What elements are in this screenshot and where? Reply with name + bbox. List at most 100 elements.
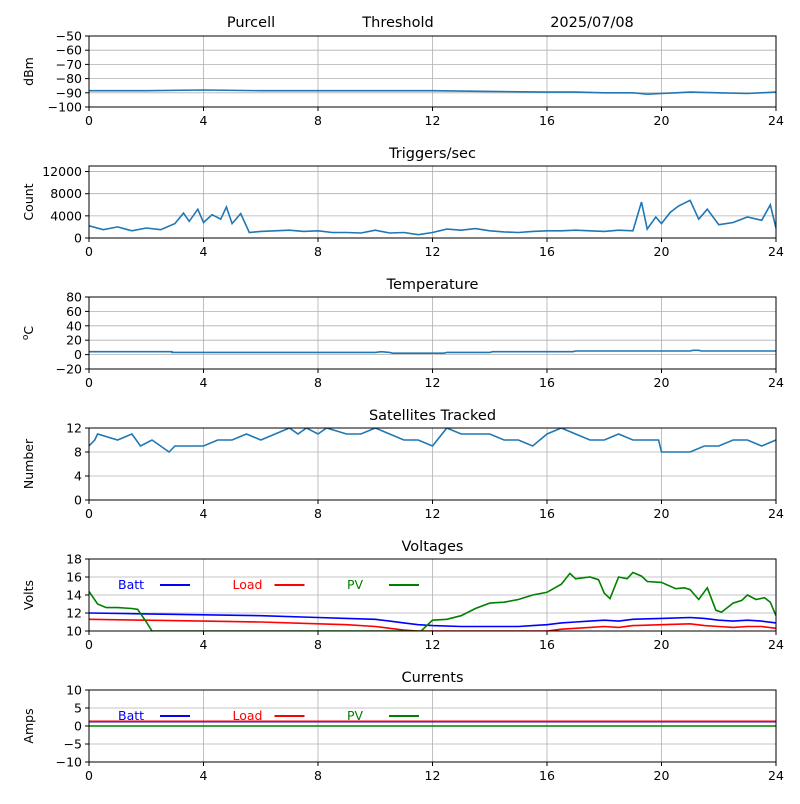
x-tick-label: 16	[539, 113, 555, 128]
x-tick-label: 0	[85, 375, 93, 390]
x-tick-label: 24	[768, 637, 784, 652]
y-tick-label: 0	[74, 719, 82, 734]
x-tick-label: 12	[425, 375, 441, 390]
header-date: 2025/07/08	[550, 15, 634, 31]
x-tick-label: 0	[85, 113, 93, 128]
x-tick-label: 4	[200, 244, 208, 259]
x-tick-label: 20	[654, 244, 670, 259]
x-tick-label: 12	[425, 637, 441, 652]
legend-label-batt: Batt	[118, 708, 144, 723]
x-tick-label: 12	[425, 506, 441, 521]
chart-threshold: 0 4 8 12 16 20 24 −100−90−80−70−60−50 dBm	[21, 29, 784, 129]
y-tick-label: 0	[74, 231, 82, 246]
x-tick-label: 24	[768, 375, 784, 390]
y-tick-label: 12000	[42, 164, 82, 179]
y-tick-label: −100	[48, 100, 82, 115]
y-tick-label: −60	[56, 43, 82, 58]
series-line-value	[89, 89, 776, 96]
x-tick-label: 16	[539, 375, 555, 390]
x-tick-label: 8	[314, 244, 322, 259]
legend-label-pv: PV	[347, 708, 364, 723]
chart-title: Voltages	[402, 539, 464, 555]
x-tick-label: 24	[768, 768, 784, 783]
y-tick-label: 16	[66, 570, 82, 585]
y-axis-label: Volts	[21, 580, 36, 610]
y-tick-label: −20	[56, 362, 82, 377]
x-tick-label: 20	[654, 637, 670, 652]
y-tick-label: 20	[66, 333, 82, 348]
y-tick-label: 60	[66, 304, 82, 319]
x-tick-label: 24	[768, 113, 784, 128]
legend-label-load: Load	[233, 577, 263, 592]
x-tick-label: 20	[654, 113, 670, 128]
y-tick-label: 18	[66, 552, 82, 567]
series-line-load	[89, 618, 776, 631]
x-tick-label: 8	[314, 375, 322, 390]
chart-title: Satellites Tracked	[369, 408, 496, 424]
x-tick-label: 16	[539, 506, 555, 521]
y-tick-label: −80	[56, 71, 82, 86]
x-tick-label: 12	[425, 244, 441, 259]
y-tick-label: 5	[74, 701, 82, 716]
series-line-value	[89, 428, 776, 454]
chart-currents: 0 4 8 12 16 20 24 −10 −5 0 5 10 Currents Amps Batt Load…	[21, 670, 784, 783]
x-tick-label: 4	[200, 375, 208, 390]
x-tick-label: 8	[314, 506, 322, 521]
chart-triggers: 0 4 8 12 16 20 24 0 4000 8000 12000 Triggers/sec Cou…	[21, 146, 784, 259]
x-tick-label: 4	[200, 768, 208, 783]
y-axis-label: oC	[21, 326, 36, 341]
series-line-batt	[89, 612, 776, 628]
x-tick-label: 0	[85, 244, 93, 259]
x-tick-label: 20	[654, 375, 670, 390]
x-tick-label: 0	[85, 768, 93, 783]
y-tick-label: −5	[64, 737, 82, 752]
x-tick-label: 12	[425, 113, 441, 128]
x-tick-label: 16	[539, 768, 555, 783]
x-tick-label: 24	[768, 244, 784, 259]
y-tick-label: 0	[74, 347, 82, 362]
x-tick-label: 4	[200, 113, 208, 128]
y-axis-label: Number	[21, 438, 36, 489]
y-tick-label: 8	[74, 445, 82, 460]
chart-title: Temperature	[386, 277, 479, 293]
y-tick-label: 14	[66, 588, 82, 603]
x-tick-label: 0	[85, 637, 93, 652]
y-tick-label: 12	[66, 421, 82, 436]
y-axis-label: dBm	[21, 57, 36, 86]
x-tick-label: 12	[425, 768, 441, 783]
series-line-pv	[89, 571, 776, 631]
y-tick-label: 4000	[50, 208, 82, 223]
y-tick-label: 0	[74, 493, 82, 508]
y-tick-label: 10	[66, 683, 82, 698]
header-site: Purcell	[227, 15, 275, 31]
x-tick-label: 20	[654, 506, 670, 521]
y-axis-label: Count	[21, 183, 36, 220]
x-tick-label: 8	[314, 768, 322, 783]
x-tick-label: 16	[539, 244, 555, 259]
y-tick-label: 4	[74, 469, 82, 484]
y-tick-label: −10	[56, 755, 82, 770]
x-tick-label: 8	[314, 637, 322, 652]
x-tick-label: 20	[654, 768, 670, 783]
chart-voltages: 0 4 8 12 16 20 24 10 12 14 16 18 Voltages Volts Batt Lo…	[21, 539, 784, 652]
x-tick-label: 4	[200, 506, 208, 521]
y-tick-label: 10	[66, 624, 82, 639]
series-line-value	[89, 199, 776, 236]
chart-satellites: 0 4 8 12 16 20 24 0 4 8 12 Satellites Tracked Number	[21, 408, 784, 521]
y-tick-label: −70	[56, 57, 82, 72]
y-tick-label: 40	[66, 318, 82, 333]
legend-label-load: Load	[233, 708, 263, 723]
legend-label-pv: PV	[347, 577, 364, 592]
y-tick-label: −90	[56, 85, 82, 100]
y-tick-label: 80	[66, 290, 82, 305]
chart-title: Triggers/sec	[388, 146, 476, 162]
y-tick-label: 12	[66, 606, 82, 621]
y-tick-label: −50	[56, 29, 82, 44]
y-axis-label: Amps	[21, 708, 36, 743]
x-tick-label: 4	[200, 637, 208, 652]
x-tick-label: 0	[85, 506, 93, 521]
series-line-value	[89, 349, 776, 355]
